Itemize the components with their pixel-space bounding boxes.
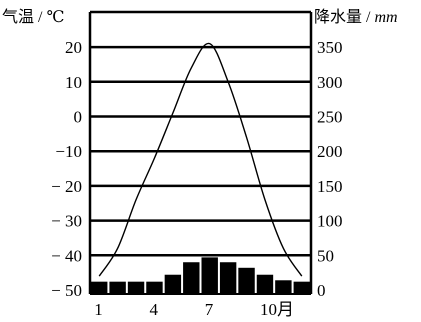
x-tick-label: 1 — [94, 300, 103, 319]
right-axis-ticks: 350 300 250 200 150 100 50 0 — [317, 38, 343, 300]
left-axis-label: 气温 / ℃ — [2, 8, 64, 26]
precip-bar — [146, 281, 163, 294]
x-tick-label: 4 — [149, 300, 158, 319]
precip-bar — [201, 257, 218, 294]
plot-frame — [88, 10, 313, 295]
right-tick-label: 250 — [317, 108, 343, 127]
precip-bar — [164, 274, 182, 294]
right-tick-label: 50 — [317, 246, 334, 265]
x-tick-label: 7 — [205, 300, 214, 319]
temperature-line — [98, 42, 303, 277]
precip-bar — [183, 262, 200, 294]
right-tick-label: 350 — [317, 38, 343, 57]
precip-bar — [219, 262, 237, 294]
right-tick-label: 200 — [317, 142, 343, 161]
left-tick-label: −10 — [55, 142, 82, 161]
left-tick-label: − 40 — [51, 246, 82, 265]
precipitation-bars — [91, 257, 310, 294]
precip-bar — [91, 281, 108, 294]
right-tick-label: 100 — [317, 212, 343, 231]
x-axis-ticks: 1 4 7 10月 — [94, 300, 294, 319]
precip-bar — [127, 281, 145, 294]
right-axis-label-prefix: 降水量 / — [314, 8, 374, 26]
right-tick-label: 0 — [317, 281, 326, 300]
right-axis-label: 降水量 / mm — [314, 8, 398, 26]
right-tick-label: 300 — [317, 73, 343, 92]
precip-bar — [293, 281, 310, 294]
right-axis-label-unit: mm — [374, 9, 397, 26]
right-tick-label: 150 — [317, 177, 343, 196]
gridlines — [90, 45, 311, 257]
left-tick-label: − 50 — [51, 281, 82, 300]
left-axis-ticks: 20 10 0 −10 − 20 − 30 − 40 − 50 — [51, 38, 82, 300]
left-tick-label: 20 — [65, 38, 82, 57]
left-tick-label: 0 — [74, 108, 83, 127]
precip-bar — [275, 280, 292, 294]
x-tick-label: 10月 — [260, 300, 294, 319]
left-tick-label: − 30 — [51, 212, 82, 231]
left-tick-label: 10 — [65, 73, 82, 92]
precip-bar — [109, 281, 126, 294]
precip-bar — [256, 274, 274, 294]
left-tick-label: − 20 — [51, 177, 82, 196]
precip-bar — [238, 267, 255, 294]
